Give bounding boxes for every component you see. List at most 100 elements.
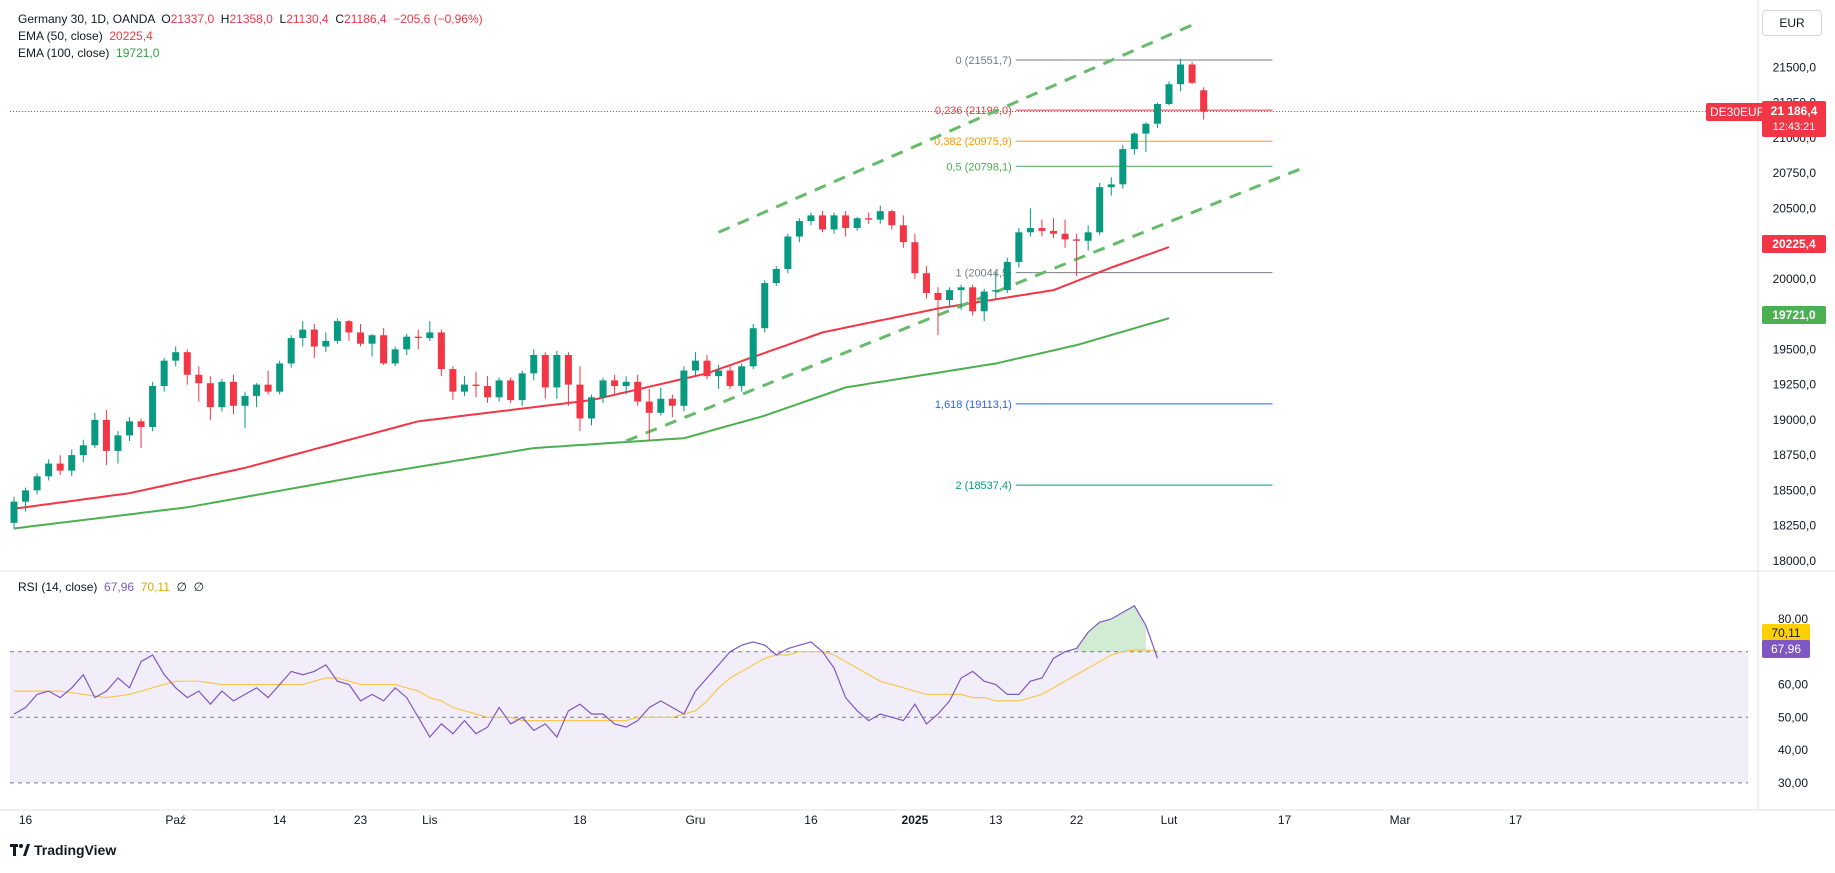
candle-body[interactable] xyxy=(541,355,549,388)
candle-body[interactable] xyxy=(437,332,445,370)
candle-body[interactable] xyxy=(518,373,526,401)
rsi-line[interactable] xyxy=(13,604,1159,739)
candle-body[interactable] xyxy=(172,352,180,361)
ema100-line[interactable] xyxy=(13,317,1170,530)
candle-body[interactable] xyxy=(206,383,214,408)
candle-body[interactable] xyxy=(484,386,492,398)
candle-body[interactable] xyxy=(460,384,468,392)
candle-body[interactable] xyxy=(726,370,734,387)
candle-body[interactable] xyxy=(195,374,203,384)
main-pane[interactable] xyxy=(10,8,1758,570)
candle-body[interactable] xyxy=(368,335,376,344)
candle-body[interactable] xyxy=(922,273,930,293)
currency-button[interactable]: EUR xyxy=(1762,10,1822,36)
candle-body[interactable] xyxy=(807,215,815,222)
candle-body[interactable] xyxy=(253,384,261,396)
candle-body[interactable] xyxy=(715,370,723,377)
rsi-pane[interactable] xyxy=(10,572,1758,800)
candle-body[interactable] xyxy=(969,287,977,312)
candle-body[interactable] xyxy=(703,360,711,377)
candle-body[interactable] xyxy=(657,398,665,413)
candle-body[interactable] xyxy=(691,360,699,371)
candle-body[interactable] xyxy=(333,321,341,341)
candle-body[interactable] xyxy=(1015,232,1023,262)
candle-body[interactable] xyxy=(79,445,87,456)
symbol-title[interactable]: Germany 30, 1D, OANDA xyxy=(18,12,155,26)
candle-body[interactable] xyxy=(1038,228,1046,231)
candle-body[interactable] xyxy=(530,355,538,374)
candle-body[interactable] xyxy=(22,490,30,502)
candle-body[interactable] xyxy=(183,352,191,375)
candle-body[interactable] xyxy=(668,398,676,406)
channel-upper-line[interactable] xyxy=(717,23,1193,234)
candle-body[interactable] xyxy=(1200,90,1208,112)
candle-body[interactable] xyxy=(1142,123,1150,134)
candle-body[interactable] xyxy=(102,419,110,451)
candle-body[interactable] xyxy=(564,355,572,385)
candle-body[interactable] xyxy=(772,268,780,284)
candle-body[interactable] xyxy=(622,381,630,387)
ema50-label[interactable]: EMA (50, close) xyxy=(18,29,103,43)
candle-body[interactable] xyxy=(1153,103,1161,124)
candle-body[interactable] xyxy=(229,381,237,406)
candle-body[interactable] xyxy=(1107,184,1115,188)
candle-body[interactable] xyxy=(357,332,364,344)
rsi-label[interactable]: RSI (14, close) xyxy=(18,580,98,594)
candle-body[interactable] xyxy=(819,215,826,230)
candle-body[interactable] xyxy=(45,463,53,477)
candle-body[interactable] xyxy=(1165,84,1173,104)
candle-body[interactable] xyxy=(149,386,157,427)
candle-body[interactable] xyxy=(992,290,1000,292)
candle-body[interactable] xyxy=(287,338,295,364)
candle-body[interactable] xyxy=(1003,261,1011,291)
candle-body[interactable] xyxy=(56,463,64,471)
candle-body[interactable] xyxy=(276,363,284,392)
candle-body[interactable] xyxy=(611,380,619,387)
candle-body[interactable] xyxy=(588,397,595,419)
candle-body[interactable] xyxy=(91,419,99,446)
candle-body[interactable] xyxy=(472,384,480,387)
channel-lower-line[interactable] xyxy=(625,164,1309,443)
candle-body[interactable] xyxy=(507,380,515,401)
candle-body[interactable] xyxy=(761,283,769,329)
candle-body[interactable] xyxy=(391,349,399,364)
candle-body[interactable] xyxy=(426,332,434,339)
candle-body[interactable] xyxy=(680,370,688,406)
candle-body[interactable] xyxy=(414,336,422,339)
candle-body[interactable] xyxy=(299,329,307,339)
candle-body[interactable] xyxy=(749,328,757,367)
candle-body[interactable] xyxy=(645,401,653,413)
candle-body[interactable] xyxy=(1177,64,1185,85)
candle-body[interactable] xyxy=(160,360,168,387)
candle-body[interactable] xyxy=(784,236,792,269)
candle-body[interactable] xyxy=(599,380,607,398)
candle-body[interactable] xyxy=(495,380,503,398)
candle-body[interactable] xyxy=(264,384,272,392)
candle-body[interactable] xyxy=(830,215,838,230)
candle-body[interactable] xyxy=(795,221,803,237)
candle-body[interactable] xyxy=(1026,228,1034,233)
candle-body[interactable] xyxy=(403,336,411,350)
ema100-label[interactable]: EMA (100, close) xyxy=(18,46,110,60)
candle-body[interactable] xyxy=(957,287,965,291)
candle-body[interactable] xyxy=(738,366,746,387)
candle-body[interactable] xyxy=(345,321,353,333)
candle-body[interactable] xyxy=(634,381,642,402)
candle-body[interactable] xyxy=(980,291,988,312)
candle-body[interactable] xyxy=(1130,133,1138,150)
candle-body[interactable] xyxy=(899,225,907,243)
tradingview-logo[interactable]: TradingView xyxy=(10,842,116,858)
candle-body[interactable] xyxy=(218,381,226,408)
candle-body[interactable] xyxy=(865,218,873,220)
candle-body[interactable] xyxy=(842,215,850,229)
candle-body[interactable] xyxy=(126,421,133,436)
candle-body[interactable] xyxy=(576,384,584,419)
candle-body[interactable] xyxy=(114,435,122,451)
candle-body[interactable] xyxy=(888,211,896,226)
candle-body[interactable] xyxy=(33,476,41,491)
candle-body[interactable] xyxy=(1096,187,1104,233)
candle-body[interactable] xyxy=(1050,230,1057,234)
candle-body[interactable] xyxy=(322,340,330,347)
candle-body[interactable] xyxy=(553,355,561,388)
candle-body[interactable] xyxy=(876,211,884,220)
